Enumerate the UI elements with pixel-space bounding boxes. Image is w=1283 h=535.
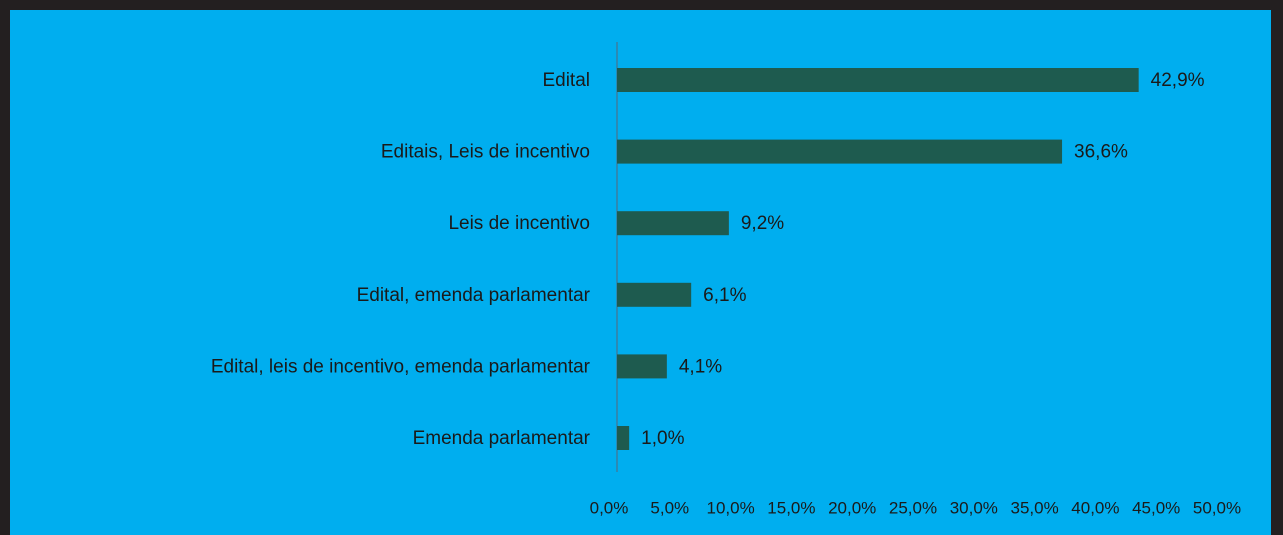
x-tick-label: 30,0% (950, 498, 998, 517)
y-tick-label: Leis de incentivo (448, 213, 590, 234)
x-tick-label: 35,0% (1010, 498, 1058, 517)
bar (617, 282, 692, 307)
x-tick-label: 50,0% (1193, 498, 1241, 517)
y-tick-label: Editais, Leis de incentivo (381, 142, 590, 163)
x-tick-label: 45,0% (1132, 498, 1180, 517)
y-tick-label: Emenda parlamentar (413, 428, 591, 449)
data-label: 36,6% (1074, 142, 1128, 163)
y-tick-label: Edital (542, 70, 590, 91)
data-label: 4,1% (679, 356, 722, 377)
x-tick-label: 40,0% (1071, 498, 1119, 517)
x-tick-label: 25,0% (889, 498, 937, 517)
plot-background (10, 10, 1271, 535)
bar (617, 426, 630, 450)
y-tick-label: Edital, leis de incentivo, emenda parlam… (211, 356, 591, 377)
x-tick-label: 5,0% (650, 498, 689, 517)
bar (617, 354, 667, 379)
data-label: 42,9% (1151, 70, 1205, 91)
data-label: 6,1% (703, 285, 746, 306)
data-label: 9,2% (741, 213, 784, 234)
x-tick-label: 0,0% (590, 498, 629, 517)
x-tick-label: 15,0% (767, 498, 815, 517)
bar (617, 139, 1063, 164)
x-tick-label: 20,0% (828, 498, 876, 517)
x-tick-label: 10,0% (706, 498, 754, 517)
data-label: 1,0% (641, 428, 684, 449)
bar (617, 211, 729, 236)
y-tick-label: Edital, emenda parlamentar (357, 285, 591, 306)
bar (617, 68, 1139, 92)
